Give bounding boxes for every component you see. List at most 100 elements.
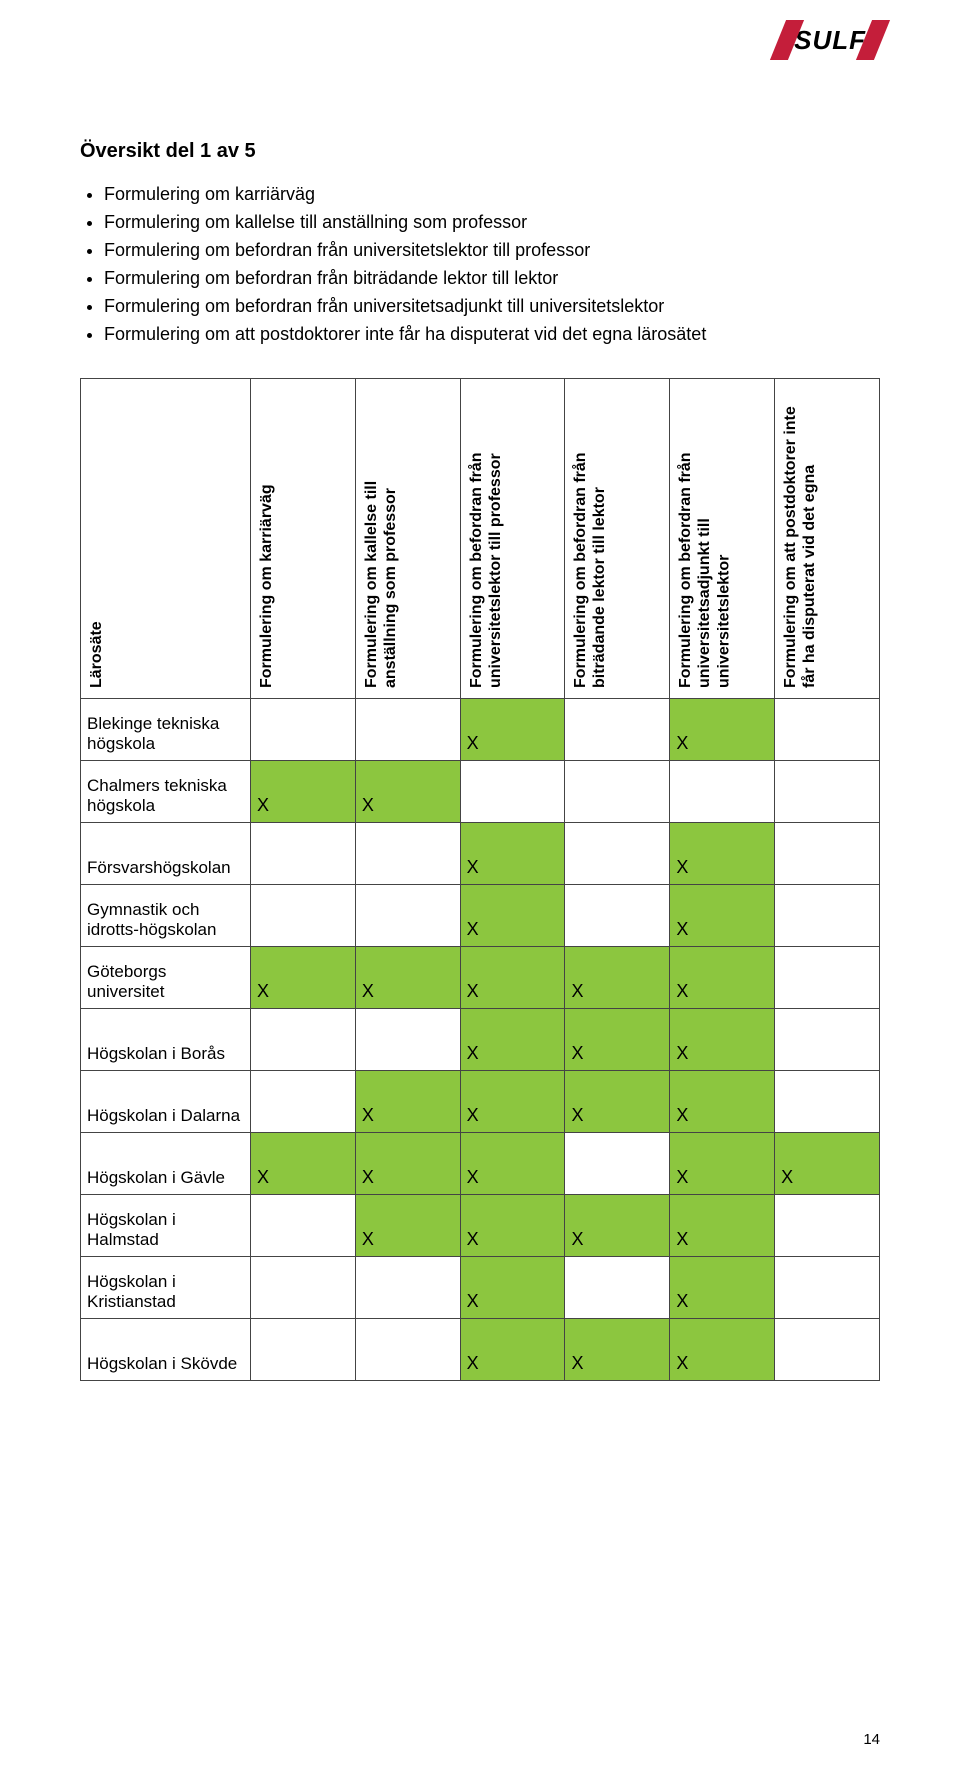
table-cell: X [355,1070,460,1132]
row-label: Högskolan i Gävle [81,1132,251,1194]
table-cell: X [670,1132,775,1194]
table-row: Göteborgs universitetXXXXX [81,946,880,1008]
table-cell: X [670,884,775,946]
table-cell [251,884,356,946]
table-cell: X [670,1194,775,1256]
row-label: Högskolan i Dalarna [81,1070,251,1132]
table-cell: X [670,1256,775,1318]
table-cell: X [565,946,670,1008]
table-cell [251,698,356,760]
col-header: Formulering om kallelse till anställning… [355,378,460,698]
table-cell: X [355,760,460,822]
table-cell: X [460,946,565,1008]
table-cell [355,1008,460,1070]
table-cell: X [460,1008,565,1070]
table-cell: X [251,1132,356,1194]
table-cell [775,1194,880,1256]
row-label: Högskolan i Halmstad [81,1194,251,1256]
table-row: Blekinge tekniska högskolaXX [81,698,880,760]
bullet-item: Formulering om kallelse till anställning… [104,209,880,235]
table-cell [670,760,775,822]
page-number: 14 [863,1731,880,1748]
table-cell [251,822,356,884]
table-body: Blekinge tekniska högskolaXXChalmers tek… [81,698,880,1380]
table-cell [355,698,460,760]
table-row: Högskolan i HalmstadXXXX [81,1194,880,1256]
table-cell [355,822,460,884]
table-cell [775,946,880,1008]
table-cell [565,760,670,822]
table-cell: X [460,822,565,884]
col-header: Formulering om befordran från universite… [460,378,565,698]
table-cell [775,884,880,946]
col-header-larosate: Lärosäte [81,378,251,698]
bullet-item: Formulering om befordran från biträdande… [104,265,880,291]
table-header-row: Lärosäte Formulering om karriärväg Formu… [81,378,880,698]
logo-text: SULF [794,25,866,56]
table-cell: X [460,884,565,946]
table-cell: X [460,1318,565,1380]
table-cell: X [670,698,775,760]
table-cell [565,1256,670,1318]
col-header: Formulering om befordran från biträdande… [565,378,670,698]
table-cell: X [670,946,775,1008]
row-label: Högskolan i Kristianstad [81,1256,251,1318]
table-cell: X [670,822,775,884]
logo: SULF [780,20,880,60]
table-row: Högskolan i DalarnaXXXX [81,1070,880,1132]
table-cell [775,1318,880,1380]
table-cell: X [251,946,356,1008]
bullet-item: Formulering om att postdoktorer inte får… [104,321,880,347]
table-row: Gymnastik och idrotts-högskolanXX [81,884,880,946]
table-cell: X [460,1256,565,1318]
table-cell [355,884,460,946]
bullet-item: Formulering om karriärväg [104,181,880,207]
table-cell: X [565,1070,670,1132]
row-label: Högskolan i Borås [81,1008,251,1070]
table-cell: X [251,760,356,822]
table-cell [565,884,670,946]
table-cell: X [670,1318,775,1380]
table-row: Försvarshögskolan X X [81,822,880,884]
col-header: Formulering om karriärväg [251,378,356,698]
row-label: Försvarshögskolan [81,822,251,884]
bullet-item: Formulering om befordran från universite… [104,293,880,319]
table-cell [251,1194,356,1256]
table-cell [251,1256,356,1318]
overview-bullets: Formulering om karriärväg Formulering om… [80,181,880,348]
table-cell: X [355,946,460,1008]
bullet-item: Formulering om befordran från universite… [104,237,880,263]
table-cell: X [460,1132,565,1194]
table-row: Högskolan i SkövdeXXX [81,1318,880,1380]
table-cell [355,1256,460,1318]
overview-table: Lärosäte Formulering om karriärväg Formu… [80,378,880,1381]
table-cell [775,822,880,884]
table-cell [775,1256,880,1318]
table-cell [775,1070,880,1132]
table-cell [251,1318,356,1380]
table-cell: X [460,698,565,760]
table-cell [775,698,880,760]
table-cell: X [565,1008,670,1070]
table-row: Högskolan i Kristianstad X X [81,1256,880,1318]
table-cell: X [565,1194,670,1256]
table-cell: X [355,1132,460,1194]
table-cell [251,1008,356,1070]
table-cell [460,760,565,822]
table-cell: X [565,1318,670,1380]
table-row: Högskolan i BoråsXXX [81,1008,880,1070]
table-cell: X [775,1132,880,1194]
table-cell: X [355,1194,460,1256]
table-row: Chalmers tekniska högskolaXX [81,760,880,822]
row-label: Chalmers tekniska högskola [81,760,251,822]
table-cell: X [670,1008,775,1070]
table-cell [775,760,880,822]
col-header: Formulering om att postdoktorer inte får… [775,378,880,698]
table-cell: X [460,1070,565,1132]
row-label: Göteborgs universitet [81,946,251,1008]
table-cell [355,1318,460,1380]
table-row: Högskolan i GävleXXXXX [81,1132,880,1194]
table-cell [251,1070,356,1132]
col-header: Formulering om befordran från universite… [670,378,775,698]
table-cell: X [460,1194,565,1256]
